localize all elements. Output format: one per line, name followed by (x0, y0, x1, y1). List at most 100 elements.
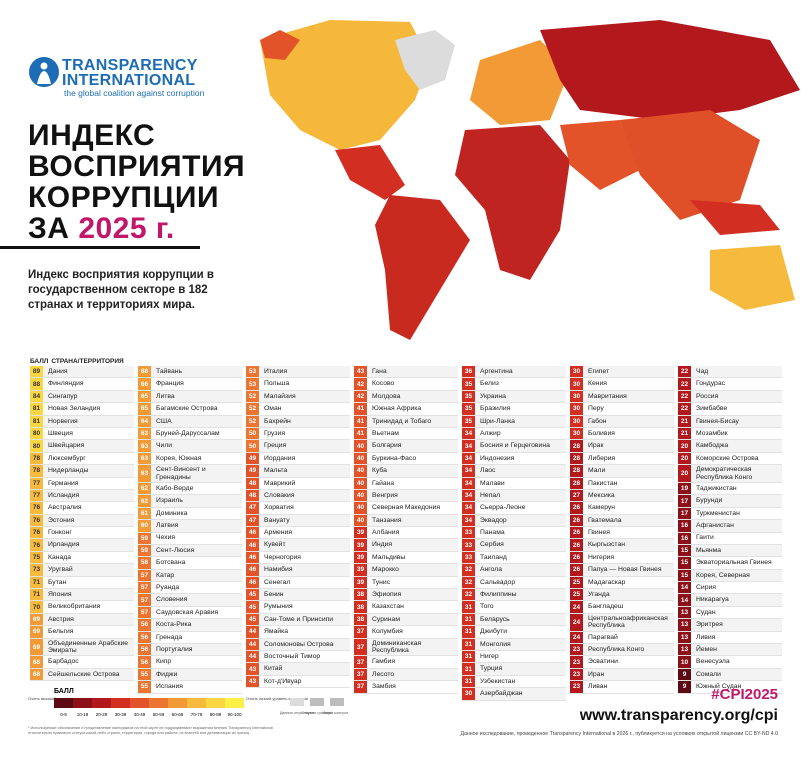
country: Южная Африка (372, 405, 422, 413)
country: Фиджи (156, 670, 178, 678)
country: Белиз (480, 380, 499, 388)
table-row: 46 Черногория (246, 551, 350, 565)
score: 39 (354, 551, 367, 564)
legend-bin-label: 70-79 (191, 712, 203, 717)
country: Таиланд (480, 553, 507, 561)
table-row: 80 Швейцария (30, 440, 134, 453)
table-row: 63 Бруней-Даруссалам (138, 427, 242, 441)
country: Шри-Ланка (480, 417, 515, 425)
column-header (246, 356, 350, 366)
score: 48 (246, 489, 259, 502)
score: 32 (462, 564, 475, 576)
score: 78 (30, 465, 43, 477)
table-row: 63 Сент-Винсент и Гренадины (138, 465, 242, 483)
country: Эквадор (480, 516, 507, 524)
url[interactable]: www.transparency.org/cpi (579, 707, 778, 724)
score: 9 (678, 681, 691, 693)
legend-bin-label: 50-59 (153, 712, 165, 717)
score: 76 (30, 514, 43, 527)
score: 20 (678, 440, 691, 452)
score: 40 (354, 465, 367, 477)
table-row: 32 Сальвадор (462, 576, 566, 590)
table-row: 26 Гватемала (570, 514, 674, 528)
table-row: 26 Кыргызстан (570, 539, 674, 552)
country: Зимбабве (696, 405, 728, 413)
country: Коста-Рика (156, 621, 192, 629)
score: 56 (138, 619, 151, 631)
country: Швейцария (48, 442, 85, 450)
title-year: 2025 г. (78, 212, 175, 245)
country: Саудовская Аравия (156, 608, 219, 616)
table-row: 46 Кувейт (246, 539, 350, 552)
country: Гаити (696, 534, 714, 542)
country: Иран (588, 670, 605, 678)
table-row: 31 Беларусь (462, 613, 566, 627)
table-row: 41 Вьетнам (354, 427, 458, 441)
score: 36 (462, 366, 475, 378)
table-row: 45 Сан-Томе и Принсипи (246, 613, 350, 627)
table-row: 24 Бангладеш (570, 601, 674, 614)
country: Бангладеш (588, 603, 624, 611)
table-row: 56 Португалия (138, 644, 242, 657)
country: Алжир (480, 429, 501, 437)
country: Беларусь (480, 615, 510, 623)
score: 75 (30, 551, 43, 564)
greenland (395, 30, 455, 90)
score: 56 (138, 656, 151, 668)
score: 46 (246, 576, 259, 589)
table-row: 24 Парагвай (570, 631, 674, 645)
table-row: 45 Румыния (246, 601, 350, 614)
table-row: 84 Сингапур (30, 390, 134, 404)
score: 17 (678, 507, 691, 520)
country: Северная Македония (372, 504, 441, 512)
score: 15 (678, 557, 691, 569)
table-row: 57 Саудовская Аравия (138, 606, 242, 620)
table-row: 52 Малайзия (246, 390, 350, 404)
table-row: 30 Габон (570, 415, 674, 428)
table-row: 35 Бразилия (462, 403, 566, 416)
column-header (354, 356, 458, 366)
country: Коморские Острова (696, 454, 759, 462)
country: Гватемала (588, 516, 622, 524)
table-row: 69 Объединенные Арабские Эмираты (30, 638, 134, 657)
country: Соломоновы Острова (264, 640, 334, 648)
score: 50 (246, 427, 259, 440)
country: Экваториальная Гвинея (696, 559, 772, 567)
table-row: 63 Чили (138, 440, 242, 453)
score: 22 (678, 403, 691, 415)
license: Данное исследование, проведенное Transpa… (460, 731, 778, 737)
score: 20 (678, 465, 691, 482)
country: Кения (588, 380, 607, 388)
table-row: 14 Сирия (678, 582, 782, 595)
country: Турция (480, 665, 503, 673)
table-row: 16 Гаити (678, 532, 782, 545)
score: 14 (678, 594, 691, 606)
table-row: 31 Джибути (462, 626, 566, 639)
table-row: 46 Армения (246, 527, 350, 540)
score: 63 (138, 440, 151, 452)
country: Исландия (48, 491, 80, 499)
country: Эритрея (696, 621, 723, 629)
score: 52 (246, 390, 259, 403)
table-row: 46 Сенегал (246, 576, 350, 590)
legend-swatch (130, 698, 149, 708)
score: 81 (30, 415, 43, 427)
country: Босния и Герцеговина (480, 442, 550, 450)
table-row: 38 Казахстан (354, 601, 458, 614)
legend-swatch (149, 698, 168, 708)
score: 13 (678, 619, 691, 631)
country: Филиппины (480, 591, 517, 599)
score: 62 (138, 495, 151, 507)
table-row: 9 Сомали (678, 668, 782, 682)
score: 56 (138, 644, 151, 656)
country: Бруней-Даруссалам (156, 429, 220, 437)
score: 34 (462, 465, 475, 477)
table-row: 27 Мексика (570, 489, 674, 503)
country: Австрия (48, 615, 74, 623)
table-row: 30 Боливия (570, 427, 674, 441)
score: 23 (570, 644, 583, 656)
country: Кабо-Верде (156, 484, 194, 492)
country: Мьянма (696, 546, 722, 554)
country: Венгрия (372, 491, 398, 499)
table-row: 42 Молдова (354, 390, 458, 404)
